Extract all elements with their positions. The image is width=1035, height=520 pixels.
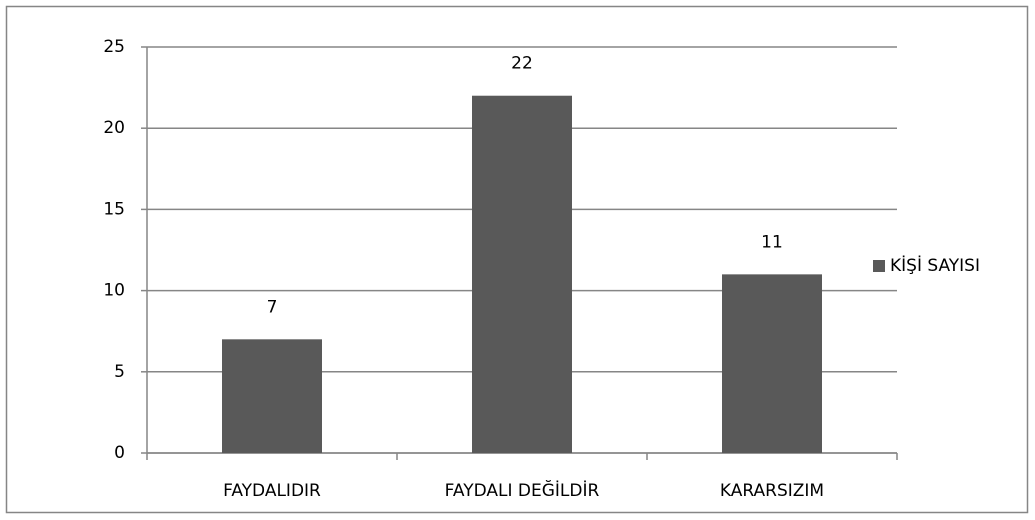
- legend-label: KİŞİ SAYISI: [890, 255, 980, 276]
- data-label: 7: [267, 297, 278, 317]
- y-tick-label: 25: [103, 37, 125, 57]
- bar: [722, 274, 822, 453]
- y-tick-label: 15: [103, 199, 125, 219]
- legend-swatch: [873, 260, 885, 272]
- x-tick-label: FAYDALIDIR: [223, 481, 321, 501]
- y-tick-label: 20: [103, 118, 125, 138]
- y-tick-label: 0: [114, 443, 125, 463]
- x-tick-label: FAYDALI DEĞİLDİR: [445, 479, 600, 501]
- y-tick-label: 5: [114, 362, 125, 382]
- data-label: 22: [511, 54, 533, 74]
- y-tick-label: 10: [103, 281, 125, 301]
- bar: [472, 95, 572, 453]
- x-tick-label: KARARSIZIM: [720, 481, 824, 501]
- data-label: 11: [761, 232, 783, 252]
- bar: [222, 339, 322, 453]
